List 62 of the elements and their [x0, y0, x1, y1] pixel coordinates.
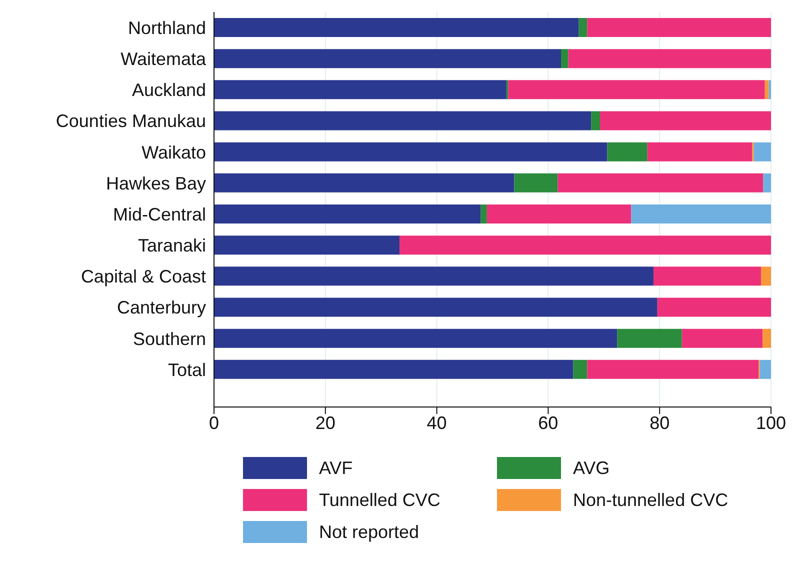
y-tick-label: Mid-Central [112, 204, 206, 224]
x-tick-label: 40 [426, 412, 447, 433]
bar [587, 360, 759, 379]
bar [399, 236, 771, 255]
bar [214, 266, 654, 286]
bar [763, 173, 771, 192]
bar [214, 173, 514, 192]
bar [764, 80, 769, 100]
bar [480, 204, 487, 224]
x-tick-label: 0 [208, 412, 220, 433]
y-tick-label: Southern [132, 328, 206, 349]
bar [647, 142, 752, 162]
y-tick-label: Waitemata [120, 49, 207, 70]
bar [578, 18, 588, 37]
bar [214, 111, 592, 130]
bar [657, 298, 771, 317]
bar [214, 49, 562, 68]
y-tick-label: Canterbury [116, 298, 206, 318]
x-tick-label: 60 [538, 412, 558, 433]
legend-label: AVG [573, 458, 610, 478]
legend-label: AVF [319, 458, 353, 478]
y-tick-label: Taranaki [138, 236, 206, 256]
x-tick-label: 20 [315, 412, 336, 433]
y-tick-label: Total [168, 360, 206, 380]
bar [214, 236, 400, 255]
bar [587, 18, 771, 37]
x-tick-label: 100 [756, 412, 786, 433]
y-tick-label: Waikato [142, 142, 206, 162]
bar [214, 142, 608, 162]
y-tick-label: Northland [128, 18, 206, 38]
y-tick-label: Counties Manukau [56, 111, 206, 132]
bar [214, 298, 658, 317]
bar [600, 111, 771, 130]
legend-label: Non-tunnelled CVC [573, 490, 728, 510]
bar [558, 173, 764, 192]
bar [754, 142, 771, 162]
bar [214, 360, 574, 379]
bar [568, 49, 771, 68]
bar [561, 49, 568, 68]
bar [214, 204, 481, 224]
y-tick-label: Hawkes Bay [106, 173, 206, 194]
bar [214, 18, 579, 37]
bar [573, 360, 588, 379]
bar [762, 328, 771, 348]
bar [214, 80, 506, 100]
bar [631, 204, 771, 224]
bar [591, 111, 600, 130]
legend-label: Tunnelled CVC [319, 490, 440, 510]
bar [760, 360, 771, 379]
x-tick-label: 80 [650, 412, 670, 433]
bar [617, 328, 682, 348]
y-tick-label: Auckland [132, 80, 206, 100]
y-tick-label: Capital & Coast [80, 266, 206, 287]
bar [508, 80, 765, 100]
bar [682, 328, 763, 348]
bar [760, 266, 771, 286]
bar [653, 266, 761, 286]
bar [514, 173, 558, 192]
bar [486, 204, 632, 224]
bar [607, 142, 648, 162]
legend-label: Not reported [319, 522, 420, 542]
bar [214, 328, 618, 348]
